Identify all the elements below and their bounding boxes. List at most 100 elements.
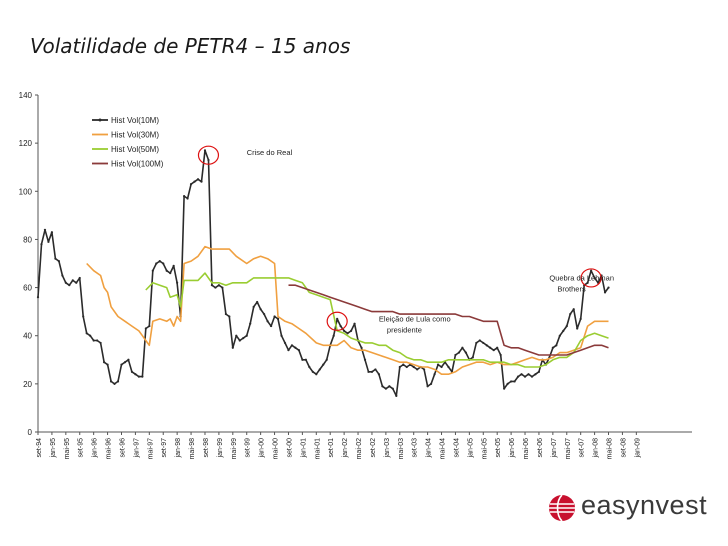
data-point (116, 380, 120, 383)
data-point (381, 385, 384, 388)
data-point (141, 375, 144, 378)
x-tick-label: jan-04 (426, 438, 433, 459)
data-point (353, 322, 356, 325)
data-point (280, 334, 283, 337)
x-tick-label: mai-95 (64, 438, 71, 460)
data-point (99, 341, 102, 345)
data-point (134, 373, 137, 376)
series-line-hist-vol-50m- (145, 272, 609, 368)
data-point (367, 370, 370, 373)
x-tick-label: set-04 (453, 438, 460, 458)
chart-legend: Hist Vol(10M) Hist Vol(30M) Hist Vol(50M) H… (92, 116, 164, 169)
data-point (318, 368, 321, 371)
data-point (447, 365, 450, 369)
y-tick-label: 140 (19, 91, 33, 100)
y-axis-ticks: 0 20 40 60 80 100 120 140 (19, 91, 38, 437)
x-tick-label: jan-06 (509, 438, 516, 459)
data-point (405, 365, 408, 369)
data-point (304, 358, 307, 361)
data-point (603, 291, 607, 294)
x-tick-label: mai-08 (607, 438, 614, 460)
data-point (57, 259, 60, 263)
data-point (492, 349, 495, 352)
data-point (346, 332, 349, 335)
data-point (471, 356, 474, 359)
x-tick-label: jan-09 (634, 438, 641, 459)
x-tick-label: mai-03 (398, 438, 405, 460)
chart-axes (37, 95, 692, 433)
data-point (429, 382, 433, 385)
data-point (221, 286, 224, 289)
data-point (96, 339, 99, 342)
x-tick-label: set-07 (579, 438, 586, 458)
data-point (489, 346, 492, 349)
legend-label: Hist Vol(10M) (111, 116, 159, 125)
x-tick-label: set-95 (78, 438, 85, 458)
data-point (47, 240, 50, 243)
data-point (360, 346, 363, 349)
brand-logo: easynvest (545, 488, 715, 528)
data-point (242, 337, 245, 340)
data-point (231, 346, 234, 349)
data-point (325, 358, 328, 361)
data-point (189, 182, 193, 186)
data-point (464, 351, 467, 354)
data-point (78, 276, 81, 280)
data-point (263, 312, 266, 316)
x-tick-label: mai-02 (356, 438, 363, 460)
data-point (516, 375, 520, 378)
data-point (527, 373, 530, 376)
data-point (363, 358, 367, 361)
data-point (85, 332, 88, 335)
data-point (269, 324, 273, 328)
data-point (482, 341, 485, 345)
data-point (294, 346, 297, 349)
data-point (207, 158, 210, 162)
x-tick-label: jan-97 (133, 438, 140, 459)
data-point (572, 308, 575, 311)
data-point (503, 387, 506, 390)
data-point (565, 324, 568, 328)
data-point (576, 327, 579, 330)
data-point (120, 363, 123, 366)
data-point (36, 296, 40, 299)
globe-logo-icon (549, 494, 575, 522)
data-point (412, 365, 415, 369)
data-point (590, 269, 593, 272)
data-point (499, 353, 502, 357)
data-point (40, 243, 43, 246)
data-point (259, 308, 262, 311)
data-point (593, 276, 596, 280)
data-point (377, 373, 381, 376)
series-line-hist-vol-30m- (86, 245, 609, 375)
data-point (196, 178, 200, 181)
data-point (256, 300, 259, 304)
data-point (151, 269, 154, 272)
x-tick-label: set-02 (370, 438, 377, 458)
data-point (506, 382, 509, 385)
data-point (454, 353, 457, 357)
data-point (186, 197, 189, 200)
data-point (537, 370, 541, 373)
data-point (534, 373, 537, 376)
data-point (332, 334, 335, 337)
data-point (92, 339, 95, 342)
series-line-hist-vol-10m- (37, 149, 610, 397)
data-point (109, 380, 113, 383)
data-point (203, 149, 207, 152)
x-tick-label: mai-97 (147, 438, 154, 460)
data-point (395, 394, 398, 397)
data-point (530, 375, 534, 378)
event-highlights (197, 145, 602, 331)
data-point (127, 358, 130, 361)
y-tick-label: 80 (23, 235, 32, 244)
x-tick-label: set-08 (620, 438, 627, 458)
x-tick-label: set-06 (537, 438, 544, 458)
data-point (485, 344, 488, 347)
x-tick-label: set-98 (203, 438, 210, 458)
x-tick-label: jan-07 (551, 438, 558, 459)
x-tick-label: mai-00 (273, 438, 280, 460)
x-tick-label: mai-98 (189, 438, 196, 460)
data-point (384, 387, 387, 390)
x-tick-label: mai-01 (314, 438, 321, 460)
